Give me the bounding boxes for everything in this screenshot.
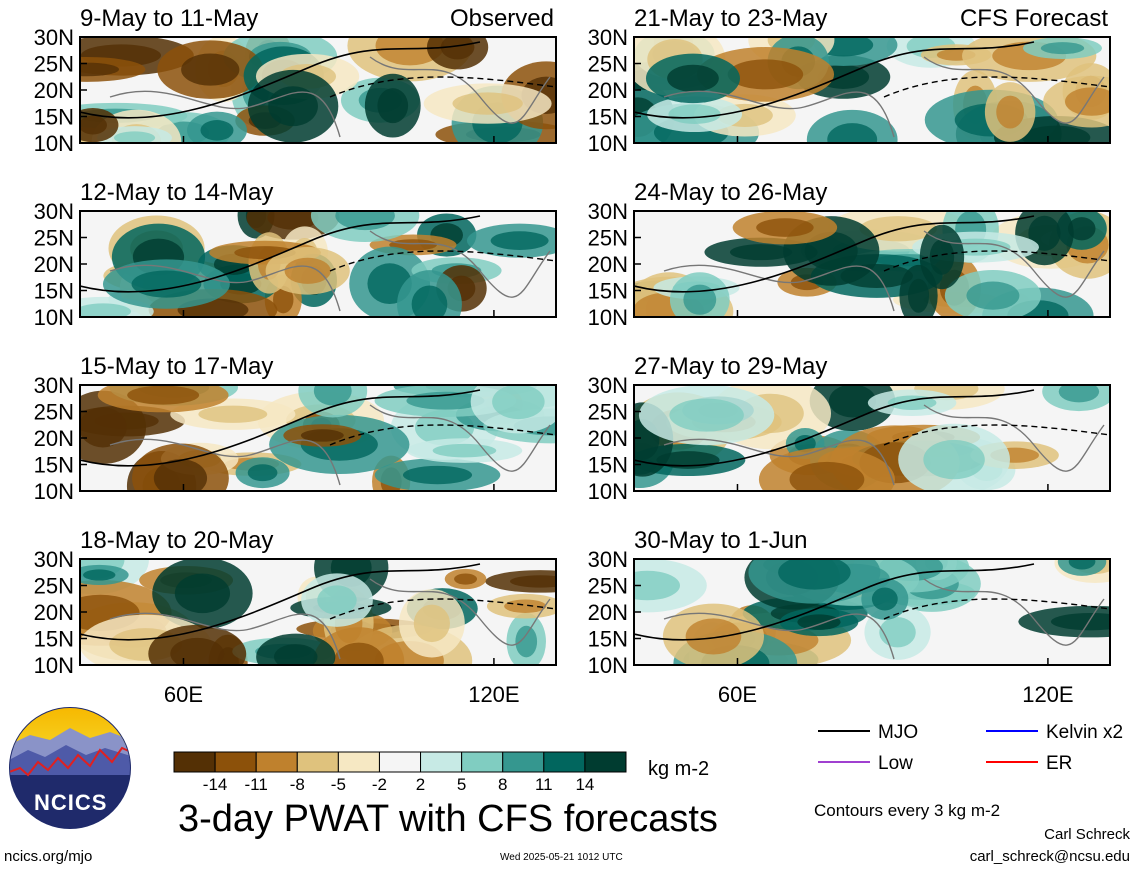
y-tick-label: 10N	[588, 653, 628, 678]
forecast-tag: CFS Forecast	[960, 5, 1108, 32]
observed-tag: Observed	[450, 5, 554, 32]
y-tick-label: 20N	[588, 600, 628, 625]
legend-label: Kelvin x2	[1046, 722, 1123, 743]
y-tick-label: 30N	[34, 25, 74, 50]
y-tick-label: 30N	[588, 25, 628, 50]
x-tick-label: 120E	[1022, 682, 1073, 707]
y-tick-label: 25N	[34, 574, 74, 599]
y-tick-label: 10N	[588, 305, 628, 330]
x-tick-label: 60E	[718, 682, 757, 707]
units-label: kg m-2	[648, 758, 710, 780]
x-tick-label: 60E	[164, 682, 203, 707]
y-tick-label: 15N	[588, 453, 628, 478]
y-tick-label: 15N	[34, 279, 74, 304]
legend-label: Low	[878, 753, 913, 774]
timestamp: Wed 2025-05-21 1012 UTC	[500, 852, 623, 863]
colorbar-label: -2	[372, 775, 387, 794]
colorbar-swatch	[378, 751, 422, 773]
y-tick-label: 25N	[588, 400, 628, 425]
legend-label: MJO	[878, 722, 918, 743]
map-panel	[79, 210, 557, 318]
panel-title: 9-May to 11-May	[80, 5, 258, 32]
map-panel	[633, 558, 1111, 666]
map-panel	[633, 36, 1111, 144]
colorbar-label: -14	[203, 775, 228, 794]
y-tick-label: 15N	[588, 627, 628, 652]
colorbar-label: 5	[457, 775, 466, 794]
author-name: Carl Schreck	[1044, 826, 1130, 843]
panel-title: 18-May to 20-May	[80, 527, 273, 554]
y-tick-label: 10N	[588, 479, 628, 504]
map-panel	[633, 384, 1111, 492]
y-tick-label: 30N	[34, 547, 74, 572]
colorbar-label: 8	[498, 775, 507, 794]
colorbar-swatch	[337, 751, 380, 773]
colorbar-swatch	[214, 751, 257, 773]
ncics-logo	[9, 707, 131, 829]
panel-title: 24-May to 26-May	[634, 179, 827, 206]
colorbar-label: 2	[416, 775, 425, 794]
y-tick-label: 10N	[34, 479, 74, 504]
map-panel	[79, 558, 557, 666]
y-tick-label: 30N	[588, 199, 628, 224]
y-tick-label: 20N	[34, 600, 74, 625]
y-tick-label: 30N	[588, 547, 628, 572]
colorbar: -14 -11 -8 -5 -2 2 5 8 11 14	[173, 751, 627, 794]
panel-title: 15-May to 17-May	[80, 353, 273, 380]
y-tick-label: 15N	[588, 105, 628, 130]
colorbar-swatch	[296, 751, 339, 773]
y-tick-label: 25N	[34, 52, 74, 77]
y-tick-label: 10N	[34, 131, 74, 156]
panel-title: 27-May to 29-May	[634, 353, 827, 380]
legend-label: ER	[1046, 753, 1072, 774]
y-tick-label: 15N	[34, 627, 74, 652]
map-panel	[633, 210, 1111, 318]
y-tick-label: 20N	[588, 252, 628, 277]
y-tick-label: 25N	[588, 226, 628, 251]
colorbar-label: -11	[245, 775, 268, 794]
y-tick-label: 25N	[34, 226, 74, 251]
colorbar-label: -5	[331, 775, 346, 794]
logo-text: NCICS	[34, 790, 108, 815]
source-url[interactable]: ncics.org/mjo	[4, 848, 93, 865]
colorbar-label: 11	[535, 775, 553, 794]
y-tick-label: 15N	[588, 279, 628, 304]
author-email[interactable]: carl_schreck@ncsu.edu	[969, 848, 1130, 865]
colorbar-swatch	[461, 751, 504, 773]
y-tick-label: 20N	[34, 78, 74, 103]
y-tick-label: 15N	[34, 105, 74, 130]
map-panel	[79, 36, 557, 144]
page-title: 3-day PWAT with CFS forecasts	[178, 798, 718, 840]
colorbar-swatch	[584, 751, 627, 773]
legend: MJO Kelvin x2 Low ER	[818, 722, 1123, 774]
colorbar-swatch	[502, 751, 545, 773]
y-tick-label: 15N	[34, 453, 74, 478]
contour-note: Contours every 3 kg m-2	[814, 801, 1001, 820]
y-tick-label: 20N	[588, 78, 628, 103]
y-tick-label: 10N	[588, 131, 628, 156]
colorbar-swatch	[173, 751, 216, 773]
colorbar-swatch	[420, 751, 463, 773]
y-tick-label: 10N	[34, 653, 74, 678]
y-tick-label: 25N	[588, 52, 628, 77]
y-tick-label: 30N	[34, 199, 74, 224]
y-tick-label: 20N	[34, 426, 74, 451]
y-tick-label: 25N	[34, 400, 74, 425]
y-tick-label: 30N	[588, 373, 628, 398]
panel-title: 21-May to 23-May	[634, 5, 827, 32]
map-panel	[79, 384, 557, 492]
y-tick-label: 20N	[34, 252, 74, 277]
colorbar-label: -8	[290, 775, 305, 794]
y-tick-label: 30N	[34, 373, 74, 398]
panel-title: 30-May to 1-Jun	[634, 527, 807, 554]
colorbar-label: 14	[575, 775, 594, 794]
colorbar-swatch	[543, 751, 586, 773]
panel-title: 12-May to 14-May	[80, 179, 273, 206]
x-tick-label: 120E	[468, 682, 519, 707]
y-tick-label: 20N	[588, 426, 628, 451]
y-tick-label: 10N	[34, 305, 74, 330]
colorbar-swatch	[255, 751, 298, 773]
y-tick-label: 25N	[588, 574, 628, 599]
